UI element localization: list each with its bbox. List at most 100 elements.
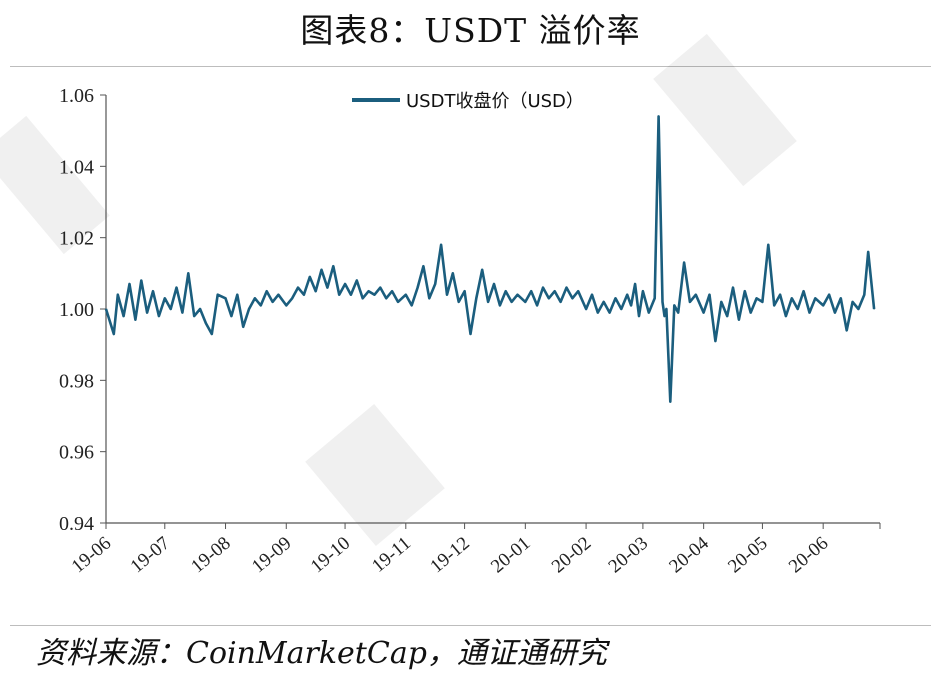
data-point: [767, 244, 769, 246]
data-point: [236, 294, 238, 296]
data-point: [146, 312, 148, 314]
data-point: [695, 294, 697, 296]
data-point: [597, 312, 599, 314]
data-point: [614, 297, 617, 299]
series-layer: [104, 115, 876, 404]
y-tick-label: 1.06: [59, 85, 94, 107]
y-tick-label: 1.02: [59, 228, 94, 250]
data-point: [266, 290, 268, 292]
data-point: [446, 294, 448, 296]
y-tick-label: 0.96: [59, 442, 94, 464]
data-point: [638, 315, 640, 317]
data-point: [779, 294, 781, 296]
data-point: [548, 297, 550, 299]
y-tick-label: 1.04: [59, 156, 94, 178]
watermark-mark-2: [305, 403, 445, 547]
data-point: [368, 290, 370, 292]
data-point: [303, 294, 305, 296]
y-axis: 0.94 0.96 0.98 1.00 1.02 1.04 1.06: [59, 85, 107, 535]
data-point: [756, 297, 758, 299]
data-point: [199, 308, 201, 310]
data-point: [846, 329, 848, 331]
x-tick-label: 20-03: [605, 533, 652, 578]
data-point: [254, 297, 256, 299]
data-point: [326, 287, 328, 289]
data-point: [385, 297, 387, 299]
data-point: [750, 312, 752, 314]
data-point: [309, 276, 311, 278]
data-point: [565, 287, 568, 289]
data-point: [464, 290, 466, 292]
data-point: [857, 308, 860, 310]
data-point: [630, 304, 632, 306]
data-point: [609, 312, 611, 314]
data-point: [217, 294, 219, 296]
data-point: [603, 301, 605, 303]
series-line-usdt: [104, 115, 876, 404]
data-point: [852, 301, 854, 303]
data-point: [291, 297, 293, 299]
data-point: [493, 283, 495, 285]
data-point: [661, 301, 664, 303]
data-point: [814, 297, 816, 299]
x-tick-label: 20-02: [548, 533, 595, 578]
data-point: [277, 294, 279, 296]
data-point: [591, 294, 593, 296]
data-point: [397, 301, 399, 303]
data-point: [332, 265, 334, 267]
data-point: [248, 308, 250, 310]
data-point: [113, 333, 115, 335]
data-point: [338, 294, 340, 296]
data-point: [487, 301, 489, 303]
data-point: [620, 308, 622, 310]
data-point: [808, 312, 811, 314]
top-rule: [10, 66, 931, 67]
data-point: [648, 312, 650, 314]
data-point: [405, 294, 407, 296]
data-point: [703, 312, 705, 314]
data-point: [626, 294, 628, 296]
data-point: [475, 297, 477, 299]
data-point: [428, 297, 430, 299]
data-point: [164, 297, 166, 299]
data-point: [797, 308, 799, 310]
data-point: [362, 297, 364, 299]
data-point: [524, 301, 526, 303]
data-point: [175, 287, 178, 289]
data-point: [571, 297, 574, 299]
data-point: [516, 294, 519, 296]
data-point: [181, 312, 183, 314]
data-point: [320, 269, 323, 271]
data-point: [315, 290, 317, 292]
legend-label: USDT收盘价（USD）: [406, 91, 584, 112]
data-point: [708, 294, 711, 296]
x-tick-label: 20-01: [487, 533, 534, 578]
data-point: [458, 301, 460, 303]
data-point: [822, 304, 824, 306]
data-point: [224, 297, 227, 299]
data-point: [140, 279, 142, 282]
x-tick-label: 19-08: [187, 533, 234, 578]
data-point: [379, 287, 381, 289]
legend: USDT收盘价（USD）: [352, 91, 584, 112]
data-point: [481, 269, 483, 271]
data-point: [536, 304, 538, 306]
bottom-rule: [10, 625, 931, 626]
data-point: [152, 290, 154, 292]
data-point: [499, 304, 501, 306]
x-tick-label: 19-07: [127, 533, 174, 578]
data-point: [642, 290, 644, 292]
data-point: [422, 265, 424, 267]
data-point: [128, 283, 131, 285]
x-tick-label: 20-06: [785, 533, 832, 578]
data-point: [828, 294, 830, 296]
watermark-mark-1: [653, 33, 797, 187]
data-point: [873, 308, 875, 310]
data-point: [663, 315, 666, 317]
data-point: [714, 340, 717, 342]
data-point: [689, 301, 691, 303]
data-point: [123, 315, 125, 317]
source-note: 资料来源：CoinMarketCap，通证通研究: [36, 636, 607, 671]
data-point: [673, 304, 675, 306]
data-point: [272, 301, 274, 303]
